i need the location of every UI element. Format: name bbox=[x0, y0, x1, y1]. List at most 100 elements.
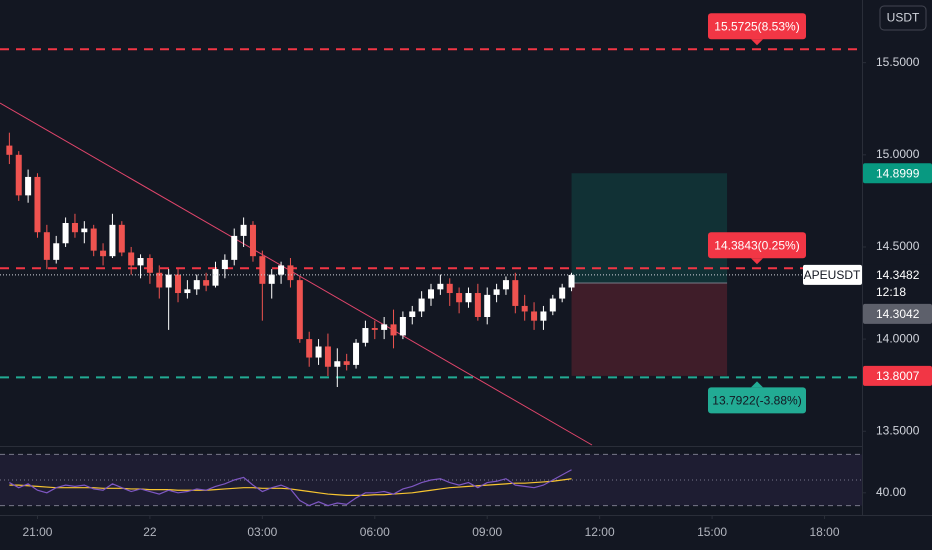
candle-body bbox=[221, 259, 228, 270]
last-price-tag: 14.3482 bbox=[876, 268, 920, 282]
candle-body bbox=[334, 361, 341, 367]
position-target-zone bbox=[571, 173, 728, 284]
candle-body bbox=[381, 324, 388, 330]
x-tick-label: 06:00 bbox=[360, 525, 390, 539]
symbol-tag-box bbox=[803, 264, 862, 285]
candle-body bbox=[531, 311, 538, 321]
candle-body bbox=[549, 298, 556, 312]
candle-body bbox=[71, 223, 78, 233]
candle-body bbox=[184, 289, 191, 294]
candle-body bbox=[465, 293, 472, 303]
candle-body bbox=[193, 280, 200, 290]
candle-body bbox=[296, 280, 303, 340]
candle-body bbox=[502, 280, 509, 290]
x-tick-label: 22 bbox=[143, 525, 157, 539]
currency-box[interactable] bbox=[879, 5, 927, 31]
candle-body bbox=[315, 346, 322, 358]
candle-body bbox=[146, 258, 153, 273]
entry-tag: 14.3042 bbox=[876, 307, 920, 321]
last-price-box bbox=[863, 264, 932, 303]
rsi-y-tick-label: 40.00 bbox=[876, 485, 906, 499]
target-tag-box bbox=[863, 163, 932, 184]
candle-body bbox=[34, 176, 41, 233]
target-tag: 14.8999 bbox=[876, 166, 920, 180]
candle-body bbox=[493, 289, 500, 295]
level-label-box bbox=[708, 13, 806, 40]
x-tick-label: 12:00 bbox=[585, 525, 615, 539]
level-label: 15.5725(8.53%) bbox=[714, 19, 799, 33]
y-tick-label: 15.0000 bbox=[876, 147, 920, 161]
level-label-pointer bbox=[751, 381, 763, 388]
y-tick-label: 15.5000 bbox=[876, 55, 920, 69]
symbol-tag: APEUSDT bbox=[804, 268, 861, 282]
stop-tag: 13.8007 bbox=[876, 369, 920, 383]
candle-body bbox=[43, 232, 50, 260]
x-tick-label: 15:00 bbox=[697, 525, 727, 539]
candle-body bbox=[399, 316, 406, 336]
candle-body bbox=[362, 328, 369, 343]
candle-body bbox=[62, 223, 69, 244]
candle-body bbox=[512, 280, 519, 306]
candle-body bbox=[90, 228, 97, 251]
x-tick-label: 21:00 bbox=[22, 525, 52, 539]
rsi-line bbox=[9, 469, 572, 507]
level-label-pointer bbox=[751, 258, 763, 265]
candle-body bbox=[540, 311, 547, 321]
candle-body bbox=[390, 324, 397, 336]
candle-body bbox=[484, 294, 491, 317]
candle-body bbox=[212, 269, 219, 286]
candle-body bbox=[437, 283, 444, 290]
candle-body bbox=[156, 272, 163, 288]
trend-line bbox=[0, 102, 593, 446]
candle-body bbox=[456, 293, 463, 303]
candle-body bbox=[137, 258, 144, 266]
candle-body bbox=[81, 228, 88, 233]
level-label-box bbox=[708, 387, 806, 414]
position-stop-zone bbox=[571, 283, 728, 376]
candle-body bbox=[53, 243, 60, 260]
y-tick-label: 14.5000 bbox=[876, 239, 920, 253]
candle-body bbox=[118, 224, 125, 253]
candle-body bbox=[324, 346, 331, 367]
level-label-pointer bbox=[751, 39, 763, 46]
candle-body bbox=[231, 235, 238, 260]
currency: USDT bbox=[887, 11, 920, 25]
candle-body bbox=[175, 274, 182, 294]
candle-body bbox=[287, 265, 294, 281]
candle-body bbox=[418, 298, 425, 312]
candle-body bbox=[568, 274, 575, 288]
candle-body bbox=[278, 265, 285, 275]
candle-body bbox=[306, 339, 313, 358]
candle-body bbox=[474, 293, 481, 317]
level-label: 13.7922(-3.88%) bbox=[712, 394, 801, 408]
candle-body bbox=[559, 287, 566, 299]
candle-body bbox=[353, 342, 360, 365]
candle-body bbox=[128, 252, 135, 266]
candle-body bbox=[6, 145, 13, 155]
candle-body bbox=[343, 361, 350, 365]
countdown: 12:18 bbox=[876, 285, 906, 299]
y-tick-label: 13.5000 bbox=[876, 423, 920, 437]
level-label: 14.3843(0.25%) bbox=[714, 238, 799, 252]
y-tick-label: 14.0000 bbox=[876, 331, 920, 345]
candle-body bbox=[428, 289, 434, 299]
candle-body bbox=[446, 283, 453, 294]
stop-tag-box bbox=[863, 365, 932, 386]
candle-body bbox=[100, 250, 107, 257]
x-tick-label: 09:00 bbox=[472, 525, 502, 539]
candle-body bbox=[521, 305, 528, 312]
candle-body bbox=[109, 224, 116, 257]
candle-body bbox=[371, 328, 378, 330]
candle-body bbox=[240, 224, 247, 236]
candle-body bbox=[15, 154, 22, 196]
level-label-box bbox=[708, 232, 806, 259]
x-tick-label: 03:00 bbox=[247, 525, 277, 539]
candle-body bbox=[249, 224, 256, 257]
entry-tag-box bbox=[863, 303, 932, 324]
candle-body bbox=[203, 280, 210, 286]
x-tick-label: 18:00 bbox=[810, 525, 840, 539]
candle-body bbox=[165, 274, 172, 288]
